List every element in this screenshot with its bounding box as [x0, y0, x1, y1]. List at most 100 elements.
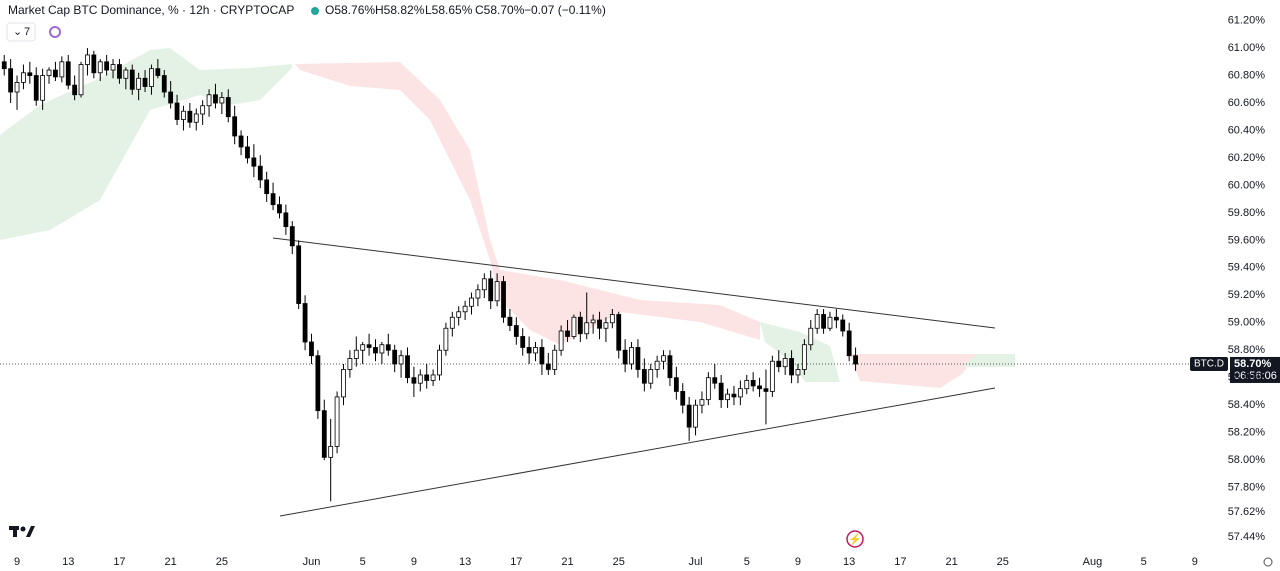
candle-body — [136, 77, 142, 90]
y-tick-label: 57.62% — [1228, 506, 1266, 518]
candle-body — [635, 347, 641, 370]
candle-body — [731, 393, 737, 398]
candle-body — [821, 314, 826, 329]
x-tick-label: 21 — [561, 556, 573, 568]
x-tick-label: 9 — [795, 556, 801, 568]
candle-body — [507, 316, 513, 326]
candle-body — [366, 344, 372, 348]
candle-body — [14, 82, 20, 93]
candle-body — [85, 54, 90, 65]
candle-body — [1, 61, 7, 70]
trendline-upper — [272, 237, 996, 329]
x-tick-label: Aug — [1083, 556, 1103, 568]
candle-body — [392, 349, 398, 365]
legend-high: H58.82% — [375, 3, 425, 17]
candle-body — [827, 316, 833, 329]
candle-body — [552, 349, 558, 370]
candle-body — [584, 322, 590, 335]
candle-body — [347, 358, 353, 370]
candle-body — [769, 360, 775, 392]
candle-body — [181, 110, 186, 120]
settings-icon[interactable] — [1263, 557, 1273, 567]
x-tick-label: 9 — [1192, 556, 1198, 568]
indicator-icon[interactable] — [49, 26, 61, 38]
ichimoku-cloud — [0, 48, 1015, 388]
candle-body — [763, 388, 769, 392]
cloud-bear — [850, 354, 976, 388]
status-dot — [311, 7, 319, 15]
alert-icon[interactable] — [846, 530, 864, 548]
candle-body — [117, 64, 122, 79]
candle-body — [622, 349, 628, 365]
candle-body — [296, 245, 302, 304]
x-tick-label: Jun — [303, 556, 321, 568]
y-tick-label: 59.60% — [1228, 234, 1266, 246]
candle-body — [680, 391, 686, 406]
x-tick-label: 9 — [14, 556, 20, 568]
candle-body — [693, 404, 698, 428]
candle-body — [283, 212, 289, 228]
candle-body — [424, 374, 430, 381]
candle-body — [174, 102, 180, 120]
y-tick-label: 60.20% — [1228, 152, 1266, 164]
candle-body — [795, 369, 801, 376]
candle-body — [373, 347, 378, 354]
candle-body — [360, 344, 366, 351]
x-tick-label: 13 — [459, 556, 471, 568]
candle-body — [725, 393, 730, 401]
y-tick-label: 57.80% — [1228, 481, 1266, 493]
tag-symbol: BTC.D — [1194, 359, 1224, 370]
candle-body — [776, 360, 782, 368]
candle-body — [206, 94, 212, 107]
candle-body — [558, 330, 564, 351]
candle-body — [814, 314, 820, 329]
candle-body — [193, 113, 199, 123]
candle-body — [334, 396, 340, 447]
candle-body — [379, 344, 385, 354]
candle-body — [437, 349, 442, 376]
y-tick-label: 58.40% — [1228, 399, 1266, 411]
candle-body — [168, 91, 174, 104]
candle-body — [712, 377, 718, 384]
candle-body — [808, 327, 814, 346]
trendline-lower — [279, 387, 996, 517]
candle-body — [833, 316, 839, 321]
candle-body — [232, 116, 238, 137]
price-tag: BTC.D 58.70%06:56:06 — [1190, 356, 1280, 383]
candle-body — [417, 374, 423, 384]
x-tick-label: 13 — [843, 556, 855, 568]
candle-body — [789, 358, 794, 376]
candle-body — [782, 358, 788, 368]
x-tick-label: 25 — [613, 556, 625, 568]
candle-body — [65, 61, 71, 86]
candle-body — [149, 68, 154, 87]
indicator-toggle[interactable] — [6, 22, 36, 42]
y-tick-label: 60.80% — [1228, 69, 1266, 81]
candle-body — [46, 69, 52, 76]
candle-body — [321, 410, 327, 458]
candle-body — [699, 399, 705, 406]
x-tick-label: 9 — [411, 556, 417, 568]
candle-body — [225, 97, 231, 118]
candle-body — [430, 374, 436, 381]
y-tick-label: 61.00% — [1228, 42, 1266, 54]
candle-body — [238, 135, 244, 148]
candle-body — [104, 61, 110, 71]
candle-body — [219, 97, 225, 104]
candle-body — [667, 355, 673, 379]
candle-body — [494, 281, 500, 302]
candle-body — [270, 193, 276, 206]
y-tick-label: 60.60% — [1228, 97, 1266, 109]
x-tick-label: 21 — [165, 556, 177, 568]
candle-body — [72, 84, 78, 96]
candle-body — [661, 355, 666, 362]
candle-body — [40, 75, 46, 101]
candle-body — [277, 204, 282, 214]
x-tick-label: 5 — [360, 556, 366, 568]
candle-body — [328, 445, 334, 458]
indicator-count: 7 — [24, 26, 30, 38]
y-tick-label: 59.80% — [1228, 207, 1266, 219]
y-tick-label: 58.80% — [1228, 344, 1266, 356]
cloud-bear — [295, 62, 760, 345]
